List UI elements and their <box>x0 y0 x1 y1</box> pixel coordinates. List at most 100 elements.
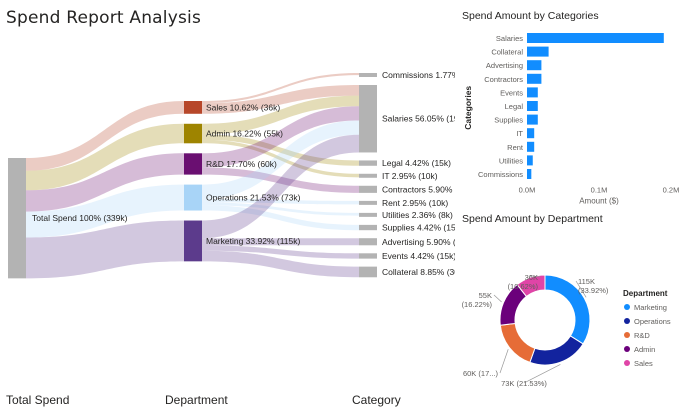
node-contractors <box>359 185 377 193</box>
bar-category-label-supplies: Supplies <box>494 116 523 125</box>
node-label-r-d: R&D 17.70% (60k) <box>206 159 277 169</box>
bar-category-label-it: IT <box>516 129 523 138</box>
bar-category-label-advertising: Advertising <box>486 61 523 70</box>
node-label-collateral: Collateral 8.85% (30k) <box>382 267 455 277</box>
bar-legal <box>527 101 538 111</box>
bar-category-label-salaries: Salaries <box>496 34 523 43</box>
column-label-category: Category <box>352 393 401 407</box>
flow-total-to-marketing <box>26 220 184 279</box>
y-axis-label: Categories <box>463 86 473 130</box>
node-it <box>359 173 377 178</box>
bar-collateral <box>527 46 549 57</box>
node-label-operations: Operations 21.53% (73k) <box>206 193 301 203</box>
flow-marketing-to-events <box>202 245 359 259</box>
node-r-d <box>184 153 202 175</box>
node-label-contractors: Contractors 5.90% (20k) <box>382 184 455 194</box>
donut-leader-line <box>575 280 587 298</box>
donut-slice-sales <box>516 274 546 298</box>
bar-category-label-events: Events <box>500 88 523 97</box>
legend-entry-operations: Operations <box>634 317 671 326</box>
node-salaries <box>359 85 377 153</box>
legend-marker-admin <box>624 346 630 352</box>
node-marketing <box>184 220 202 262</box>
node-rent <box>359 200 377 205</box>
donut-data-label-marketing: 115K (33.92%) <box>578 277 609 295</box>
node-label-commissions: Commissions 1.77% (6k) <box>382 70 455 80</box>
node-operations <box>184 184 202 211</box>
bar-it <box>527 128 535 139</box>
node-commissions <box>359 73 377 77</box>
flow-marketing-to-salaries <box>202 134 359 239</box>
donut-leader-line <box>529 275 541 278</box>
department-donut-chart: Spend Amount by Department 115K (33.92%) 73… <box>462 213 671 388</box>
legend-marker-operations <box>624 318 630 324</box>
donut-data-label-admin: 55K (16.22%) <box>462 291 493 309</box>
flow-total-to-r-d <box>26 153 184 212</box>
node-label-utilities: Utilities 2.36% (8k) <box>382 210 453 220</box>
page-title: Spend Report Analysis <box>6 8 202 28</box>
node-label-it: IT 2.95% (10k) <box>382 171 438 181</box>
bar-supplies <box>527 114 538 125</box>
flow-operations-to-utilities <box>202 202 359 216</box>
bar-contractors <box>527 73 542 84</box>
x-axis-label: Amount ($) <box>579 197 619 206</box>
column-label-department: Department <box>165 393 228 407</box>
flow-r-d-to-salaries <box>202 106 359 168</box>
flow-operations-to-salaries <box>202 120 359 199</box>
bar-salaries <box>527 33 664 43</box>
flow-total-to-operations <box>26 184 184 238</box>
column-label-total-spend: Total Spend <box>6 393 69 407</box>
node-total-spend <box>8 158 26 279</box>
flow-sales-to-commissions <box>202 73 359 104</box>
category-bar-chart: Spend Amount by Categories Salaries Collat… <box>462 10 680 206</box>
legend-entry-r-d: R&D <box>634 331 650 340</box>
bar-category-label-commissions: Commissions <box>478 170 523 179</box>
legend-title: Department <box>623 289 668 298</box>
node-label-rent: Rent 2.95% (10k) <box>382 198 448 208</box>
node-label-events: Events 4.42% (15k) <box>382 251 455 261</box>
node-label-total-spend: Total Spend 100% (339k) <box>32 213 128 223</box>
node-collateral <box>359 266 377 278</box>
bar-commissions <box>527 169 532 179</box>
flow-operations-to-rent <box>202 198 359 205</box>
legend-marker-sales <box>624 360 630 366</box>
donut-chart-title: Spend Amount by Department <box>462 213 603 225</box>
node-label-sales: Sales 10.62% (36k) <box>206 102 280 112</box>
node-events <box>359 253 377 259</box>
node-utilities <box>359 212 377 217</box>
flow-operations-to-supplies <box>202 205 359 231</box>
bar-events <box>527 87 538 98</box>
flow-total-to-admin <box>26 123 184 191</box>
donut-data-label-sales: 36K (10.62%) <box>508 273 539 291</box>
bar-utilities <box>527 155 533 166</box>
donut-leader-line <box>499 349 509 374</box>
node-supplies <box>359 224 377 231</box>
donut-data-label-operations: 73K (21.53%) <box>501 379 547 388</box>
sankey-chart: Total Spend 100% (339k) Sales 10.62% (36k… <box>6 70 455 407</box>
x-tick-label: 0.1M <box>591 186 608 195</box>
node-advertising <box>359 238 377 246</box>
node-label-marketing: Marketing 33.92% (115k) <box>206 236 301 246</box>
node-label-supplies: Supplies 4.42% (15k) <box>382 223 455 233</box>
node-legal <box>359 160 377 166</box>
node-sales <box>184 101 202 114</box>
legend-entry-marketing: Marketing <box>634 303 667 312</box>
donut-slice-operations <box>529 335 584 366</box>
bar-advertising <box>527 60 542 71</box>
flow-total-to-sales <box>26 101 184 171</box>
bar-category-label-rent: Rent <box>507 143 524 152</box>
node-label-admin: Admin 16.22% (55k) <box>206 129 283 139</box>
legend-marker-marketing <box>624 304 630 310</box>
flow-admin-to-legal <box>202 134 359 166</box>
node-label-salaries: Salaries 56.05% (190k) <box>382 114 455 124</box>
x-tick-label: 0.2M <box>663 186 680 195</box>
node-label-legal: Legal 4.42% (15k) <box>382 158 451 168</box>
bar-category-label-legal: Legal <box>505 102 524 111</box>
flow-r-d-to-contractors <box>202 167 359 193</box>
flow-admin-to-it <box>202 139 359 178</box>
flow-marketing-to-collateral <box>202 250 359 278</box>
bar-chart-title: Spend Amount by Categories <box>462 10 599 22</box>
legend-marker-r-d <box>624 332 630 338</box>
donut-leader-line <box>523 364 561 384</box>
x-tick-label: 0.0M <box>519 186 536 195</box>
